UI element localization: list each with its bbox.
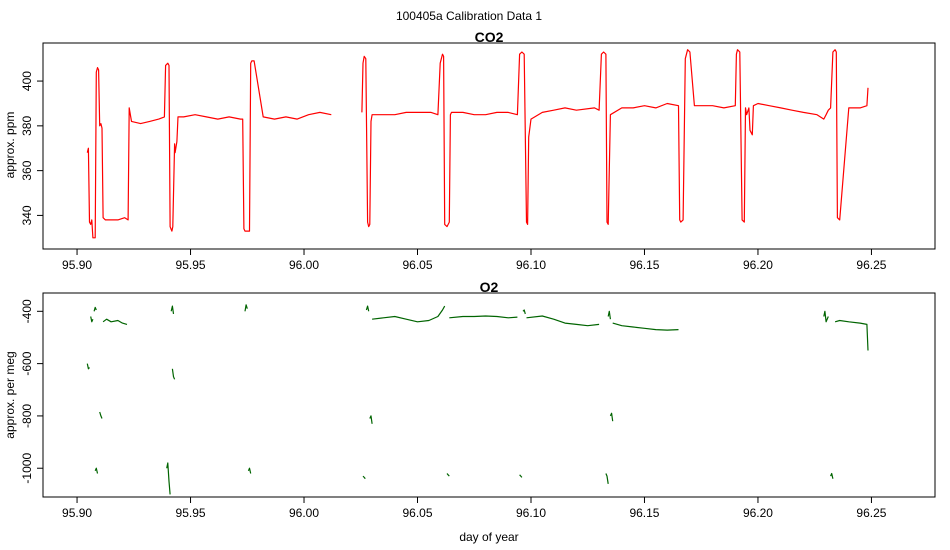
co2-series-line-0 <box>86 60 332 239</box>
co2-x-tick-label: 96.10 <box>516 258 546 272</box>
o2-series-line-12 <box>365 305 370 312</box>
o2-series-line-13 <box>369 415 373 424</box>
o2-y-tick-label: -800 <box>20 404 34 428</box>
co2-x-tick-label: 96.15 <box>629 258 659 272</box>
o2-series-line-16 <box>449 315 518 319</box>
o2-x-tick-label: 96.25 <box>856 506 886 520</box>
co2-title: CO2 <box>475 29 504 45</box>
o2-series-line-17 <box>519 474 523 478</box>
o2-title: O2 <box>480 279 499 295</box>
o2-series-line-6 <box>166 462 171 495</box>
o2-series-line-15 <box>446 473 450 477</box>
co2-y-tick-label: 400 <box>20 71 34 91</box>
co2-x-tick-label: 96.25 <box>856 258 886 272</box>
o2-series-line-11 <box>362 475 366 480</box>
o2-y-tick-label: -1000 <box>20 453 34 484</box>
o2-series-line-2 <box>93 306 97 312</box>
o2-x-label: day of year <box>459 530 518 544</box>
o2-y-label: approx. per meg <box>3 351 17 438</box>
o2-x-tick-label: 96.05 <box>402 506 432 520</box>
o2-plot-frame <box>42 292 936 498</box>
co2-x-tick-label: 95.90 <box>62 258 92 272</box>
co2-y-tick-label: 340 <box>20 205 34 225</box>
o2-series-line-8 <box>171 368 176 380</box>
o2-series-line-24 <box>823 310 829 323</box>
co2-panel: CO2 approx. ppm 95.90 95.95 96.00 96.05 96.1… <box>3 29 936 272</box>
o2-x-tick-label: 95.90 <box>62 506 92 520</box>
co2-series-line-1 <box>361 49 869 228</box>
o2-x-tick-label: 96.00 <box>289 506 319 520</box>
co2-x-tick-label: 96.05 <box>402 258 432 272</box>
o2-series-line-20 <box>605 473 609 484</box>
o2-series-line-22 <box>609 412 614 422</box>
o2-series-line-4 <box>99 411 103 419</box>
o2-series-line-19 <box>526 315 600 327</box>
o2-y-tick-label: -600 <box>20 351 34 375</box>
o2-series-line-9 <box>244 304 248 312</box>
o2-series-line-26 <box>834 319 869 351</box>
main-title: 100405a Calibration Data 1 <box>396 9 542 23</box>
o2-series-line-14 <box>372 305 446 323</box>
o2-series-line-3 <box>94 467 99 474</box>
co2-x-tick-label: 96.20 <box>743 258 773 272</box>
o2-y-tick-label: -400 <box>20 299 34 323</box>
o2-series-line-0 <box>86 363 90 370</box>
o2-series-line-23 <box>612 322 679 331</box>
o2-series-line-1 <box>90 316 94 323</box>
co2-y-tick-label: 380 <box>20 116 34 136</box>
o2-series-line-5 <box>102 318 128 325</box>
o2-x-tick-label: 96.10 <box>516 506 546 520</box>
co2-plot-frame <box>42 42 936 250</box>
o2-series-line-10 <box>247 467 252 474</box>
co2-y-label: approx. ppm <box>3 112 17 179</box>
o2-series-line-7 <box>170 305 175 314</box>
o2-series-line-25 <box>830 472 834 479</box>
o2-x-tick-label: 96.15 <box>629 506 659 520</box>
co2-x-tick-label: 96.00 <box>289 258 319 272</box>
o2-series-line-21 <box>607 310 611 320</box>
co2-y-tick-label: 360 <box>20 160 34 180</box>
co2-x-tick-label: 95.95 <box>176 258 206 272</box>
o2-x-tick-label: 96.20 <box>743 506 773 520</box>
o2-panel: O2 approx. per meg day of year 95.90 95.9… <box>3 279 936 544</box>
o2-x-tick-label: 95.95 <box>176 506 206 520</box>
o2-series-line-18 <box>522 309 526 315</box>
